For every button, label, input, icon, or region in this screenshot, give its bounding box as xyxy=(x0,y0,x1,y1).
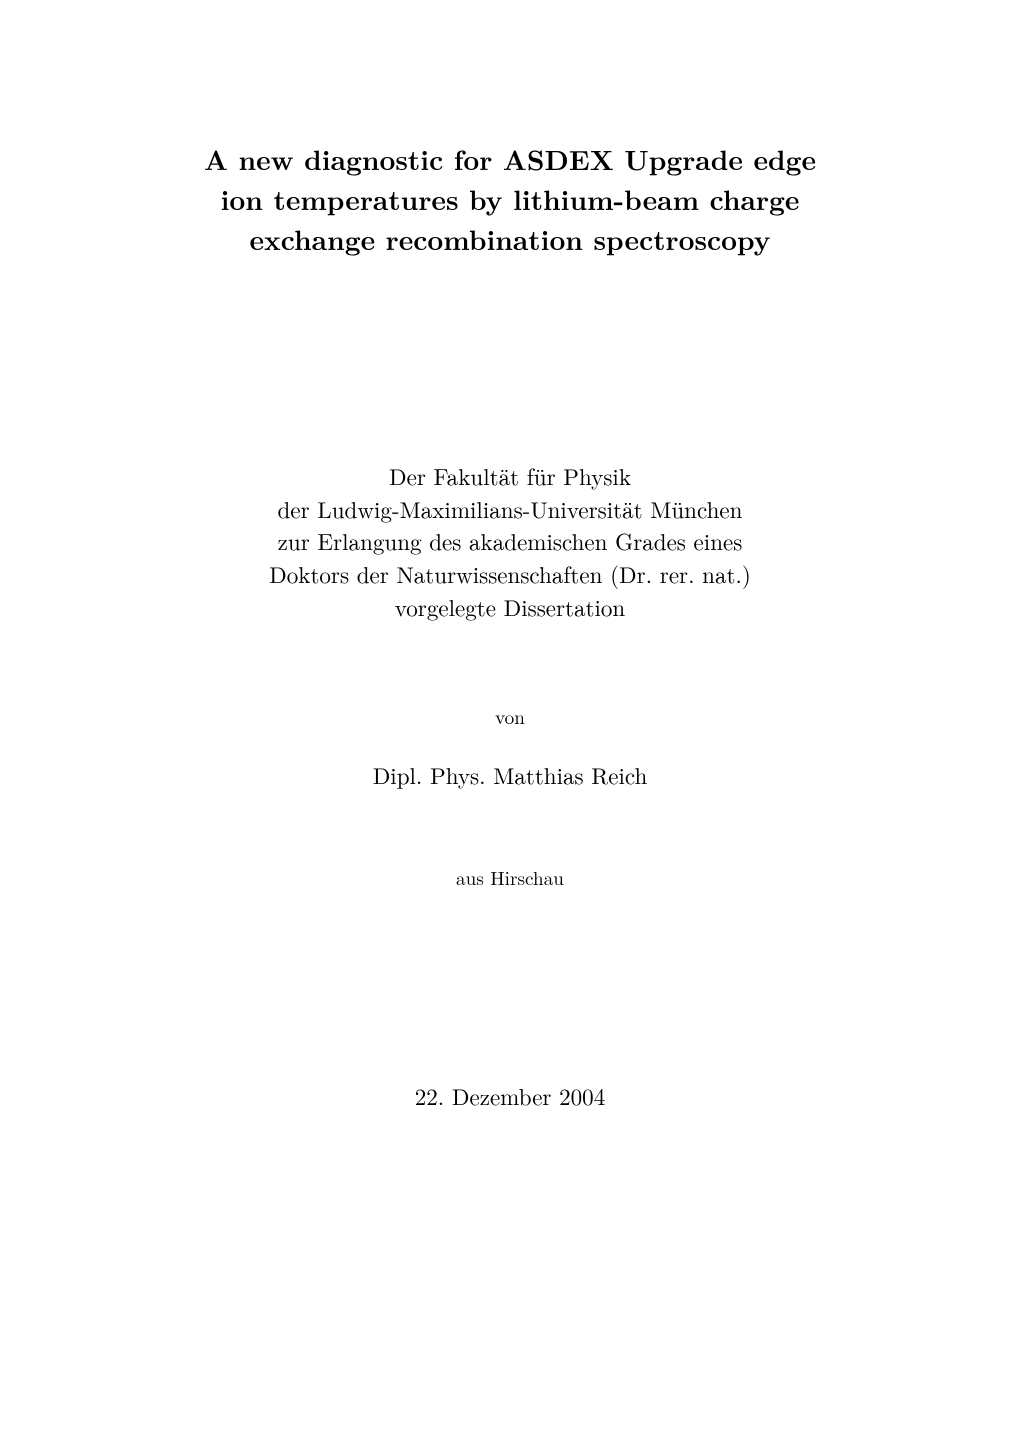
faculty-line-4: Doktors der Naturwissenschaften (Dr. rer… xyxy=(80,558,940,591)
faculty-line-3: zur Erlangung des akademischen Grades ei… xyxy=(80,525,940,558)
faculty-line-1: Der Fakultät für Physik xyxy=(80,460,940,493)
faculty-line-2: der Ludwig-Maximilians-Universität Münch… xyxy=(80,493,940,526)
faculty-line-5: vorgelegte Dissertation xyxy=(80,591,940,624)
submission-date: 22. Dezember 2004 xyxy=(80,1079,940,1112)
title-line-3: exchange recombination spectroscopy xyxy=(80,220,940,260)
author-name: Dipl. Phys. Matthias Reich xyxy=(80,758,940,791)
title-line-1: A new diagnostic for ASDEX Upgrade edge xyxy=(80,140,940,180)
dissertation-title-page: A new diagnostic for ASDEX Upgrade edge … xyxy=(0,0,1020,1443)
author-origin: aus Hirschau xyxy=(80,863,940,891)
faculty-declaration: Der Fakultät für Physik der Ludwig-Maxim… xyxy=(80,460,940,624)
by-label: von xyxy=(80,702,940,730)
thesis-title: A new diagnostic for ASDEX Upgrade edge … xyxy=(80,140,940,260)
title-line-2: ion temperatures by lithium-beam charge xyxy=(80,180,940,220)
